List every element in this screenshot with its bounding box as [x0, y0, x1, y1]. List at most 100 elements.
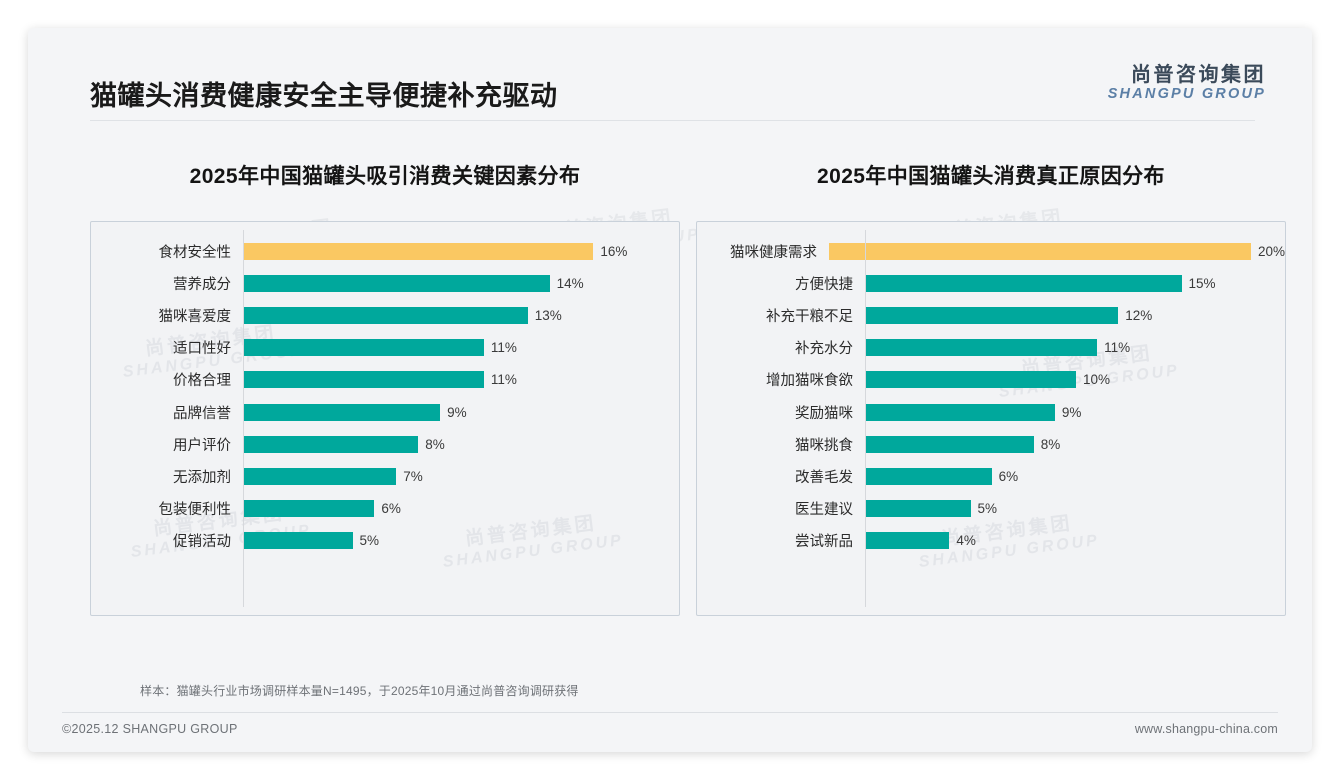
- bar-track: 16%: [243, 235, 679, 267]
- bar-row: 补充干粮不足 12%: [697, 299, 1285, 331]
- bar-track: 12%: [865, 299, 1285, 331]
- bar-category-label: 奖励猫咪: [795, 405, 853, 422]
- bar-category-label: 改善毛发: [795, 469, 853, 486]
- bar[interactable]: [865, 274, 1182, 292]
- bar-value-label: 7%: [403, 468, 423, 484]
- bar-row: 营养成分 14%: [91, 267, 679, 299]
- bar-category-label: 尝试新品: [795, 534, 853, 551]
- bar-track: 6%: [243, 493, 679, 525]
- category-axis-line: [243, 230, 244, 607]
- bar[interactable]: [865, 435, 1034, 453]
- bar-value-label: 15%: [1188, 275, 1216, 291]
- bar-category-label: 补充水分: [795, 341, 853, 358]
- bar-value-label: 6%: [998, 468, 1019, 484]
- bar-category-label: 医生建议: [795, 502, 853, 519]
- bar-highlighted[interactable]: [828, 242, 1251, 260]
- slide: 猫罐头消费健康安全主导便捷补充驱动 尚普咨询集团 SHANGPU GROUP 尚…: [28, 28, 1312, 752]
- bar-category-label: 适口性好: [173, 341, 231, 358]
- chart-panel-real-reasons: 2025年中国猫罐头消费真正原因分布 尚普咨询集团 SHANGPU GROUP …: [696, 160, 1286, 616]
- bar-value-label: 11%: [490, 340, 517, 356]
- bar-track: 5%: [243, 525, 679, 557]
- bar-row: 猫咪健康需求 20%: [697, 235, 1285, 267]
- bar-row: 补充水分 11%: [697, 332, 1285, 364]
- bar-category-label: 猫咪喜爱度: [158, 308, 232, 325]
- bar-track: 20%: [828, 235, 1285, 267]
- bar-row: 无添加剂 7%: [91, 460, 679, 492]
- bar-category-label: 食材安全性: [158, 244, 232, 261]
- bar-track: 11%: [243, 364, 679, 396]
- bar-value-label: 4%: [956, 533, 976, 549]
- bar-row: 猫咪喜爱度 13%: [91, 299, 679, 331]
- bar-category-label: 猫咪挑食: [795, 437, 853, 454]
- bar-highlighted[interactable]: [243, 242, 594, 260]
- bar-value-label: 9%: [1061, 404, 1082, 420]
- bar[interactable]: [243, 435, 419, 453]
- bar-value-label: 16%: [600, 243, 628, 259]
- bar[interactable]: [243, 403, 441, 421]
- bar-value-label: 20%: [1257, 243, 1285, 259]
- footer-website: www.shangpu-china.com: [1134, 722, 1278, 736]
- bar-track: 15%: [865, 267, 1285, 299]
- chart-title: 2025年中国猫罐头消费真正原因分布: [817, 165, 1165, 188]
- bar[interactable]: [243, 532, 353, 550]
- bar[interactable]: [865, 306, 1119, 324]
- chart-title: 2025年中国猫罐头吸引消费关键因素分布: [189, 165, 581, 188]
- bar-track: 13%: [243, 299, 679, 331]
- page-title: 猫罐头消费健康安全主导便捷补充驱动: [90, 81, 558, 111]
- bar-track: 8%: [865, 428, 1285, 460]
- bar-track: 11%: [243, 332, 679, 364]
- bar-category-label: 无添加剂: [173, 469, 231, 486]
- bar-category-label: 猫咪健康需求: [729, 244, 817, 261]
- bar[interactable]: [865, 467, 992, 485]
- bar-row: 方便快捷 15%: [697, 267, 1285, 299]
- slide-header: 猫罐头消费健康安全主导便捷补充驱动 尚普咨询集团 SHANGPU GROUP: [28, 28, 1312, 120]
- bar[interactable]: [243, 500, 375, 518]
- bar-value-label: 11%: [1104, 340, 1131, 356]
- bar[interactable]: [243, 371, 484, 389]
- sample-note: 样本：猫罐头行业市场调研样本量N=1495，于2025年10月通过尚普咨询调研获…: [140, 684, 579, 698]
- bar-row: 促销活动 5%: [91, 525, 679, 557]
- bar-track: 9%: [865, 396, 1285, 428]
- bar-category-label: 用户评价: [173, 437, 231, 454]
- bar-category-label: 品牌信誉: [173, 405, 231, 422]
- bar-value-label: 5%: [977, 501, 998, 517]
- bar[interactable]: [865, 403, 1055, 421]
- bar-row: 猫咪挑食 8%: [697, 428, 1285, 460]
- bar-row: 食材安全性 16%: [91, 235, 679, 267]
- bar[interactable]: [865, 339, 1098, 357]
- bar-row: 价格合理 11%: [91, 364, 679, 396]
- bar[interactable]: [243, 467, 397, 485]
- bar-value-label: 14%: [556, 275, 584, 291]
- bar-track: 10%: [865, 364, 1285, 396]
- bar-value-label: 8%: [425, 436, 445, 452]
- bar-row: 适口性好 11%: [91, 332, 679, 364]
- bar[interactable]: [865, 532, 950, 550]
- bar[interactable]: [243, 274, 550, 292]
- bar-category-label: 价格合理: [173, 373, 231, 390]
- bar-category-label: 补充干粮不足: [766, 308, 853, 325]
- bar-value-label: 12%: [1125, 307, 1153, 323]
- bar-track: 11%: [865, 332, 1285, 364]
- bar-track: 4%: [865, 525, 1285, 557]
- bar-category-label: 促销活动: [173, 534, 231, 551]
- chart-card: 尚普咨询集团 SHANGPU GROUP 尚普咨询集团 SHANGPU GROU…: [90, 221, 680, 616]
- bar-category-label: 方便快捷: [795, 276, 853, 293]
- bar-row: 包装便利性 6%: [91, 493, 679, 525]
- bar-value-label: 8%: [1040, 436, 1061, 452]
- bar-row: 品牌信誉 9%: [91, 396, 679, 428]
- footer-copyright: ©2025.12 SHANGPU GROUP: [62, 722, 238, 736]
- chart-panel-key-factors: 2025年中国猫罐头吸引消费关键因素分布 尚普咨询集团 SHANGPU GROU…: [90, 160, 680, 616]
- bar-row: 医生建议 5%: [697, 493, 1285, 525]
- bar-category-label: 增加猫咪食欲: [766, 373, 853, 390]
- bar-row: 增加猫咪食欲 10%: [697, 364, 1285, 396]
- bar-rows: 食材安全性 16% 营养成分 14% 猫咪喜爱度 13% 适口性好 11% 价格合理 11% 品牌信…: [91, 222, 679, 557]
- bar[interactable]: [243, 306, 528, 324]
- bar-track: 14%: [243, 267, 679, 299]
- footer-divider: [62, 712, 1278, 713]
- bar[interactable]: [243, 339, 484, 357]
- bar-track: 6%: [865, 460, 1285, 492]
- bar[interactable]: [865, 500, 971, 518]
- bar[interactable]: [865, 371, 1076, 389]
- bar-track: 8%: [243, 428, 679, 460]
- bar-track: 5%: [865, 493, 1285, 525]
